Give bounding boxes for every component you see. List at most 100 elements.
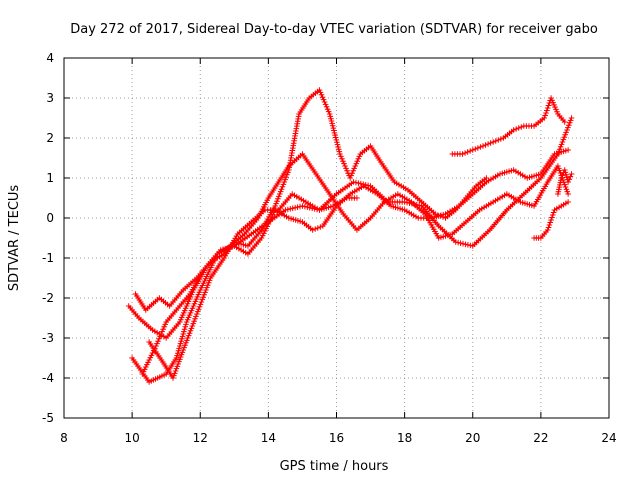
x-tick-label: 8	[60, 431, 68, 445]
data-point	[560, 136, 567, 143]
y-tick-label: -2	[42, 291, 54, 305]
data-point	[548, 217, 554, 223]
data-point	[464, 149, 471, 155]
data-point	[477, 144, 484, 150]
data-point	[321, 99, 328, 105]
data-point	[358, 180, 364, 187]
data-point	[462, 241, 469, 248]
data-point	[559, 172, 566, 179]
data-point	[306, 204, 313, 211]
data-point	[561, 167, 568, 173]
data-point	[457, 240, 464, 246]
series-track-g	[531, 199, 571, 241]
data-point	[157, 333, 163, 340]
data-point	[544, 107, 550, 114]
data-point	[195, 306, 202, 312]
data-point	[490, 139, 496, 145]
data-point	[278, 186, 285, 192]
data-point	[341, 160, 347, 167]
data-point	[206, 277, 213, 284]
data-point	[274, 198, 280, 204]
data-point	[281, 179, 288, 185]
data-point	[161, 324, 167, 330]
data-point	[567, 173, 574, 180]
data-point	[190, 320, 197, 327]
data-point	[467, 148, 473, 154]
data-point	[187, 328, 194, 334]
data-point	[184, 335, 191, 341]
data-point	[292, 204, 298, 211]
data-point	[472, 146, 479, 152]
data-point	[340, 158, 346, 164]
data-point	[343, 165, 349, 172]
data-point	[323, 104, 330, 110]
data-point	[354, 158, 361, 164]
data-point	[317, 89, 324, 96]
data-point	[567, 117, 574, 124]
data-point	[177, 343, 183, 349]
data-point	[515, 125, 522, 131]
data-point	[565, 147, 571, 153]
data-point	[314, 225, 321, 231]
data-point	[273, 200, 279, 207]
data-point	[568, 115, 575, 121]
data-point	[455, 239, 461, 246]
data-point	[559, 139, 566, 145]
data-point	[154, 340, 160, 347]
data-point	[337, 151, 343, 157]
y-tick-label: -3	[42, 331, 54, 345]
data-point	[549, 214, 555, 221]
data-point	[483, 175, 490, 181]
y-tick-label: -5	[42, 411, 54, 425]
data-point	[432, 211, 439, 217]
data-point	[566, 176, 573, 183]
x-tick-label: 12	[193, 431, 208, 445]
data-point	[174, 352, 180, 359]
data-point	[162, 321, 168, 328]
data-point	[318, 92, 325, 98]
data-point	[565, 124, 571, 131]
x-tick-label: 14	[261, 431, 276, 445]
data-point	[317, 224, 324, 230]
data-point	[561, 134, 568, 140]
data-point	[480, 143, 486, 149]
data-point	[272, 203, 278, 209]
data-point	[544, 105, 551, 111]
data-point	[355, 156, 362, 162]
data-point	[565, 191, 571, 197]
x-tick-label: 24	[601, 431, 616, 445]
data-point	[199, 296, 206, 303]
data-point	[465, 242, 471, 248]
data-point	[546, 222, 553, 228]
data-point	[183, 321, 189, 328]
data-point	[467, 242, 474, 249]
data-point	[354, 195, 360, 201]
y-tick-label: 0	[46, 211, 54, 225]
series-track-d	[139, 151, 571, 377]
data-point	[193, 313, 199, 320]
data-point	[487, 140, 494, 146]
data-point	[181, 328, 187, 335]
data-point	[440, 214, 446, 220]
data-point	[202, 289, 208, 296]
series-track-f	[449, 95, 568, 157]
y-tick-label: 1	[46, 171, 54, 185]
data-point	[562, 169, 569, 176]
data-point	[203, 287, 209, 293]
data-point	[159, 328, 165, 335]
data-point	[510, 127, 517, 133]
data-point	[566, 120, 573, 126]
x-tick-label: 16	[329, 431, 344, 445]
data-point	[289, 205, 296, 212]
series-track-b	[125, 147, 571, 341]
data-point	[541, 115, 548, 121]
data-point	[197, 301, 204, 308]
data-point	[342, 163, 348, 169]
data-point	[186, 330, 193, 336]
data-point	[545, 224, 552, 231]
data-point	[349, 170, 355, 176]
data-point	[351, 165, 358, 172]
data-point	[513, 126, 519, 132]
data-point	[492, 138, 499, 144]
